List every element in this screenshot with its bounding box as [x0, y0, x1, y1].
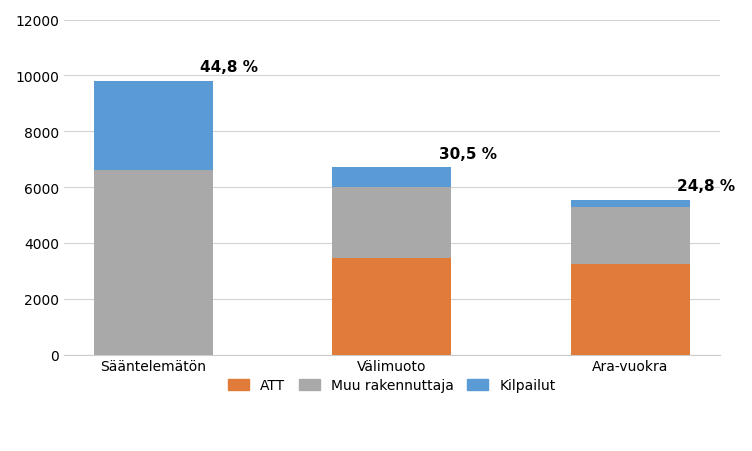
Bar — [332, 259, 451, 355]
Text: 30,5 %: 30,5 % — [439, 146, 497, 161]
Text: 44,8 %: 44,8 % — [201, 60, 259, 75]
Bar — [571, 207, 690, 264]
Bar — [332, 188, 451, 259]
Bar — [93, 171, 213, 355]
Legend: ATT, Muu rakennuttaja, Kilpailut: ATT, Muu rakennuttaja, Kilpailut — [222, 373, 561, 398]
Bar — [332, 168, 451, 188]
Text: 24,8 %: 24,8 % — [678, 178, 735, 193]
Bar — [93, 82, 213, 171]
Bar — [571, 264, 690, 355]
Bar — [571, 200, 690, 207]
